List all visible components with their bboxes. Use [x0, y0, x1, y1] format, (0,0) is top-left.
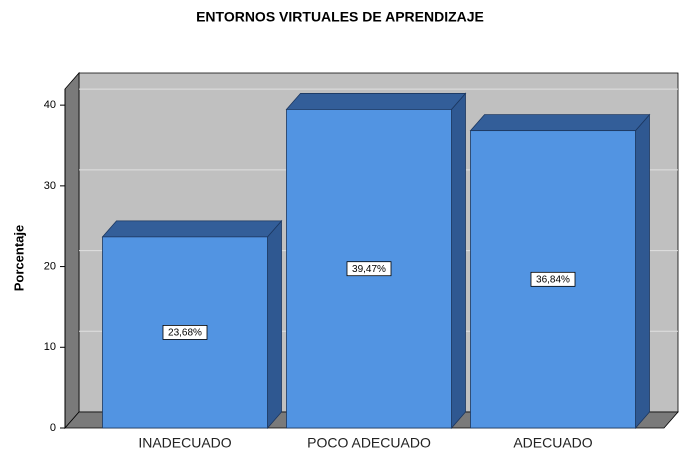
y-tick-label: 20 [44, 260, 56, 272]
bar-top [101, 220, 283, 238]
value-label-box [346, 261, 392, 277]
bar-top [285, 93, 467, 110]
bar-side [267, 219, 282, 430]
x-tick-label: INADECUADO [138, 435, 231, 451]
y-axis-label: Porcentaje [11, 225, 26, 291]
y-tick-label: 0 [50, 422, 56, 434]
y-tick-label: 40 [44, 99, 56, 111]
value-label: 39,47% [352, 264, 386, 275]
value-label: 36,84% [536, 274, 570, 285]
y-tick-label: 30 [44, 180, 56, 192]
chart-title: ENTORNOS VIRTUALES DE APRENDIZAJE [196, 9, 484, 25]
left-wall [64, 71, 80, 430]
bar-side [635, 113, 650, 430]
y-tick-label: 10 [44, 341, 56, 353]
bar-top [469, 114, 651, 132]
x-tick-label: POCO ADECUADO [307, 435, 431, 451]
x-tick-label: ADECUADO [513, 435, 592, 451]
bar-side [451, 92, 466, 430]
value-label-box [530, 271, 576, 287]
value-label-box [162, 325, 208, 340]
value-label: 23,68% [168, 328, 202, 339]
